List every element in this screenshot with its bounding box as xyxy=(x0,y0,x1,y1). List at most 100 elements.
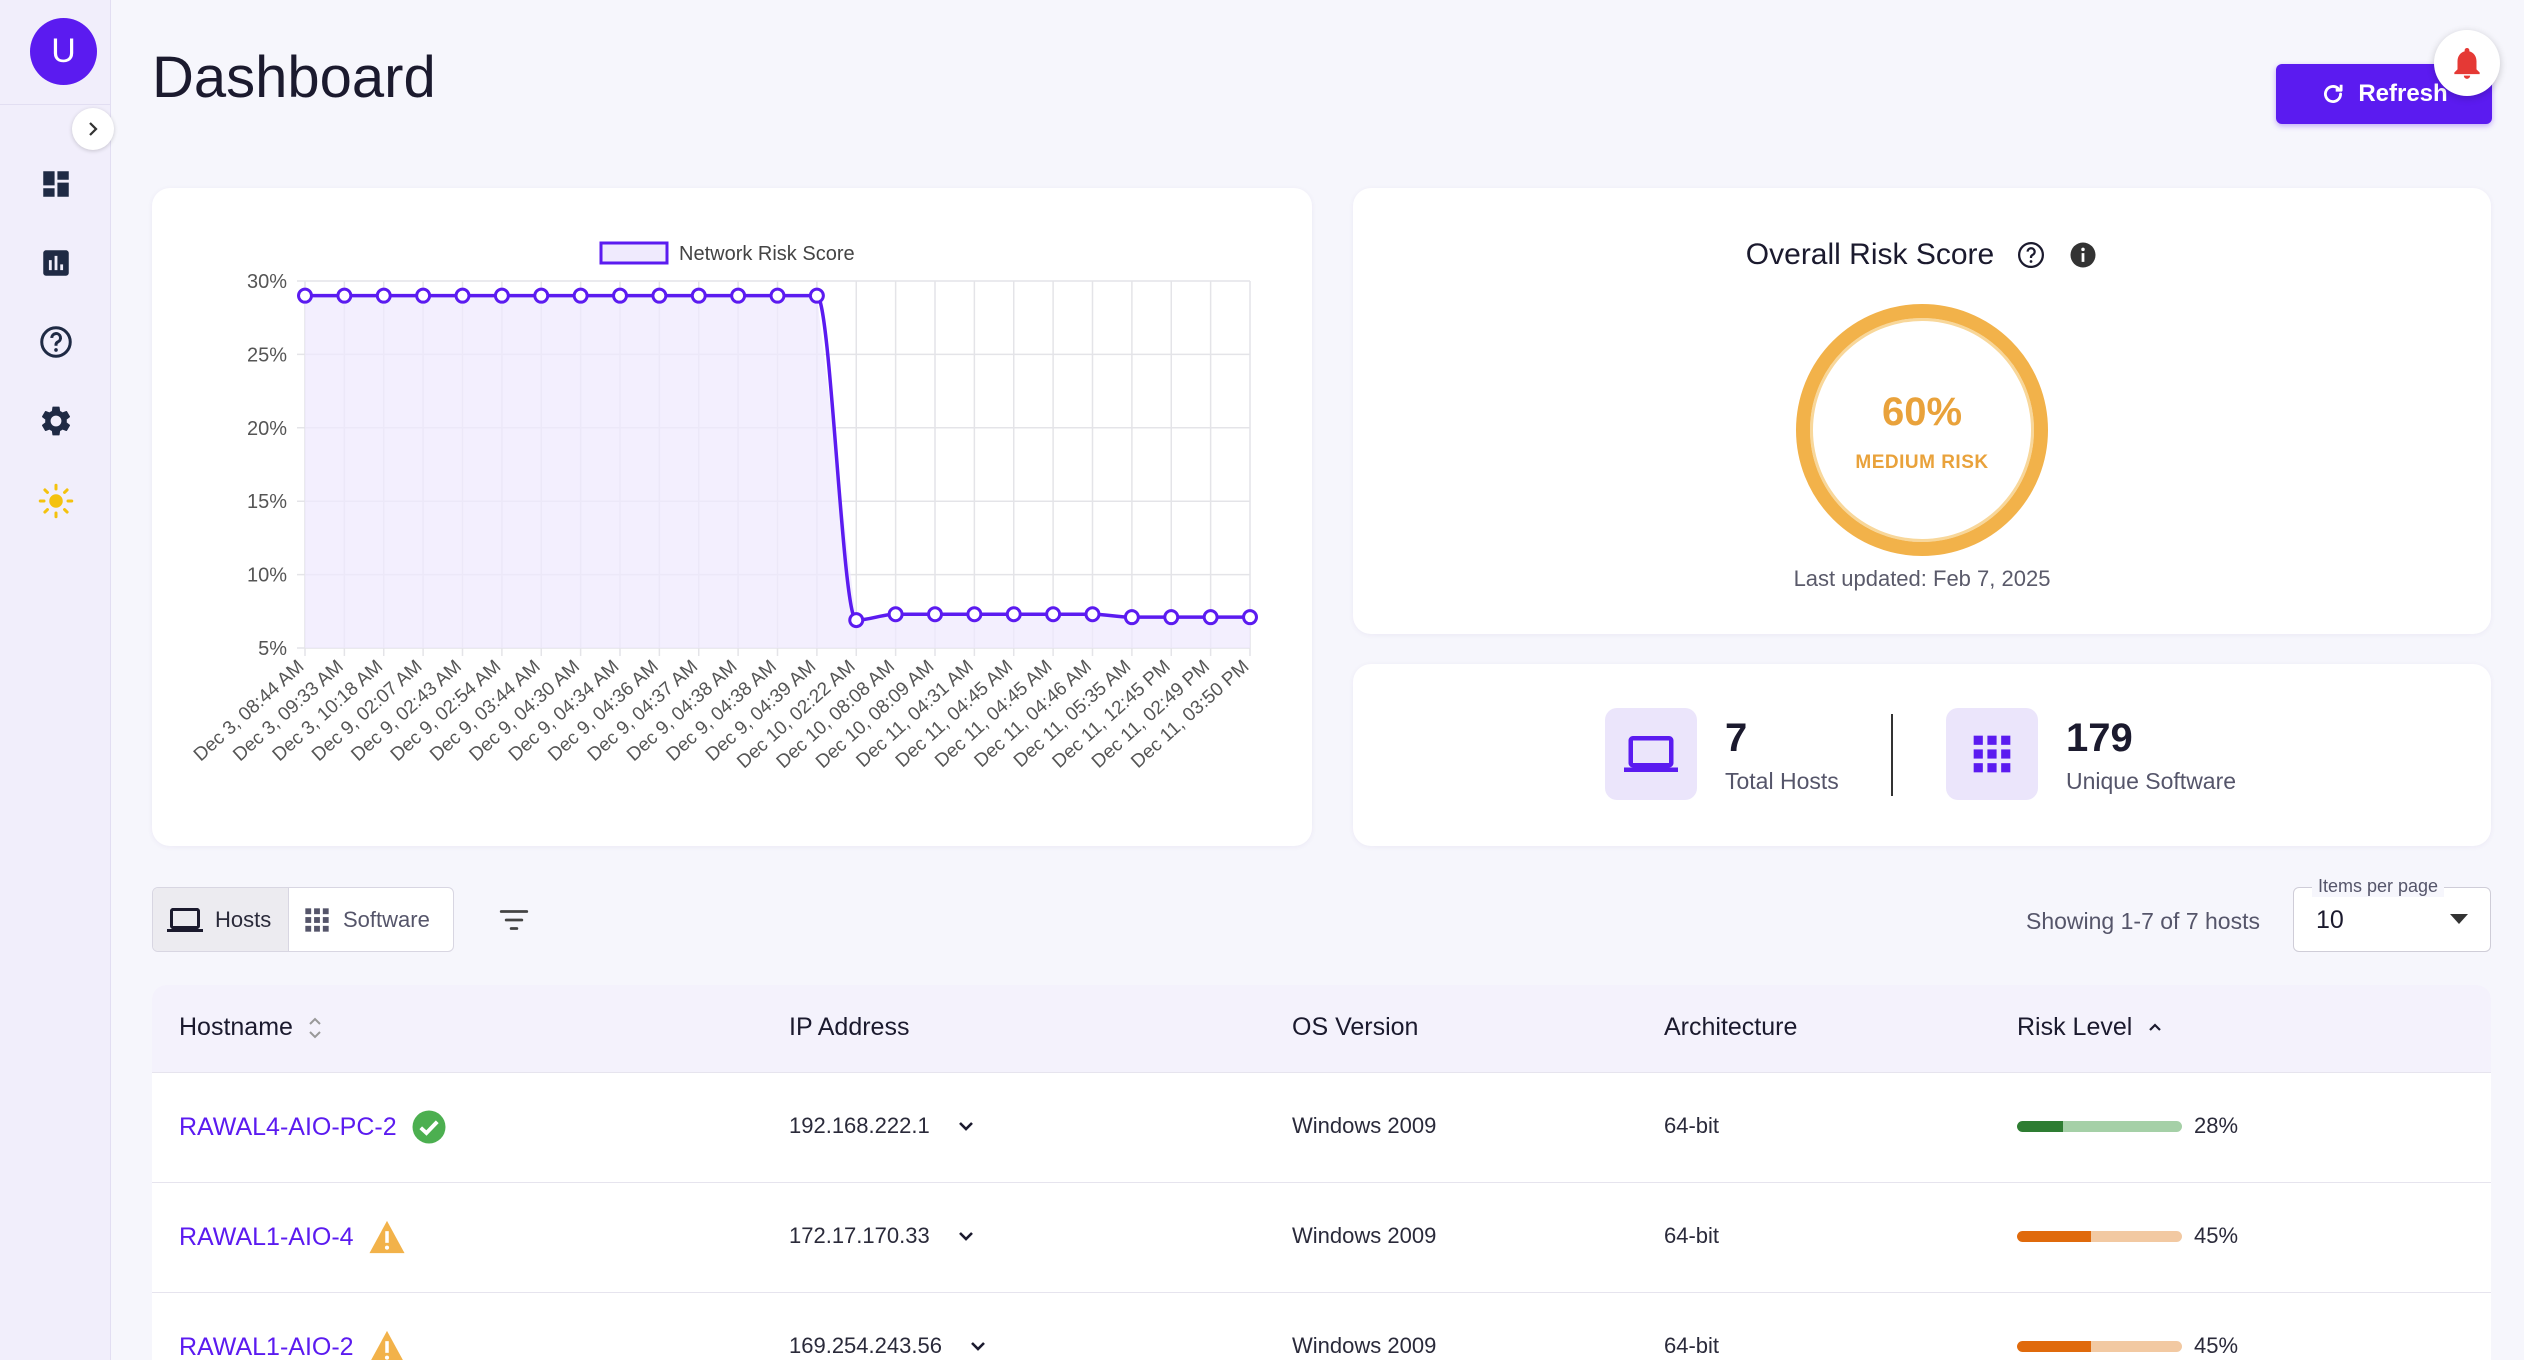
risk-title-row: Overall Risk Score xyxy=(1353,238,2491,272)
series-area xyxy=(305,295,1250,648)
data-point xyxy=(848,612,865,629)
hostname-link[interactable]: RAWAL1-AIO-4 xyxy=(179,1222,354,1251)
hosts-table: Hostname IP Address OS Version Architect… xyxy=(152,985,2491,1360)
chevron-down-icon[interactable] xyxy=(954,1224,978,1248)
software-stat-icon-box xyxy=(1946,708,2038,800)
view-toggle: Hosts Software xyxy=(152,887,454,952)
table-row[interactable]: RAWAL1-AIO-4 172.17.170.33 Windows 2009 64-… xyxy=(152,1183,2491,1293)
bar-chart-icon xyxy=(43,250,69,276)
items-per-page-value: 10 xyxy=(2316,906,2344,934)
avatar[interactable]: U xyxy=(30,18,97,85)
data-point xyxy=(572,287,589,304)
laptop-icon xyxy=(1624,736,1678,772)
items-per-page-select[interactable]: Items per page 10 xyxy=(2293,876,2491,952)
column-os-version[interactable]: OS Version xyxy=(1292,1013,1418,1042)
data-point xyxy=(375,287,392,304)
column-ip-label: IP Address xyxy=(789,1013,910,1041)
data-point xyxy=(1202,609,1219,626)
y-tick-label: 20% xyxy=(247,418,287,440)
dashboard-icon xyxy=(43,171,69,197)
refresh-icon xyxy=(2324,84,2343,103)
risk-percent: 45% xyxy=(2194,1333,2239,1358)
refresh-label: Refresh xyxy=(2358,80,2448,107)
risk-bar xyxy=(2017,1340,2182,1352)
pagination-summary: Showing 1-7 of 7 hosts xyxy=(2026,908,2260,934)
warning-icon xyxy=(369,1220,405,1254)
gear-icon xyxy=(41,406,71,436)
data-point xyxy=(1045,606,1062,623)
y-tick-label: 10% xyxy=(247,565,287,587)
risk-bar xyxy=(2017,1230,2182,1242)
table-row[interactable]: RAWAL4-AIO-PC-2 192.168.222.1 Windows 2009… xyxy=(152,1073,2491,1183)
help-icon[interactable] xyxy=(2016,240,2046,270)
tab-hosts[interactable]: Hosts xyxy=(153,888,289,951)
ip-cell: 192.168.222.1 xyxy=(789,1113,978,1139)
network-risk-chart-card: 30% 25% 20% 15% 10% 5% Dec 3, 08:44 AM Dec 3, 0… xyxy=(152,188,1312,846)
data-point xyxy=(730,287,747,304)
unique-software-label: Unique Software xyxy=(2066,768,2237,794)
sidebar-expand-button[interactable] xyxy=(72,108,114,150)
help-icon xyxy=(40,326,72,358)
hosts-stat-icon-box xyxy=(1605,708,1697,800)
risk-title: Overall Risk Score xyxy=(1745,238,1995,271)
ip-cell: 169.254.243.56 xyxy=(789,1333,990,1359)
risk-level-cell: 45% xyxy=(2017,1333,2238,1359)
data-point xyxy=(493,287,510,304)
hostname-link[interactable]: RAWAL4-AIO-PC-2 xyxy=(179,1112,397,1141)
risk-bar-fill xyxy=(2017,1340,2092,1352)
theme-toggle[interactable] xyxy=(38,483,74,519)
items-per-page-label: Items per page xyxy=(2312,876,2445,897)
overall-risk-card: Overall Risk Score 60% MEDIUM RISK Last … xyxy=(1353,188,2491,634)
tab-software-label: Software xyxy=(343,906,430,932)
risk-level-label: MEDIUM RISK xyxy=(1855,452,1989,473)
sidebar-item-settings[interactable] xyxy=(38,403,74,439)
table-row[interactable]: RAWAL1-AIO-2 169.254.243.56 Windows 2009 64… xyxy=(152,1293,2491,1360)
avatar-initial: U xyxy=(51,32,76,70)
column-architecture[interactable]: Architecture xyxy=(1664,1013,1797,1042)
column-hostname-label: Hostname xyxy=(179,1013,293,1041)
sun-icon xyxy=(38,483,74,519)
risk-gauge: 60% MEDIUM RISK xyxy=(1796,304,2048,556)
notifications-button[interactable] xyxy=(2434,30,2500,96)
stats-divider xyxy=(1891,714,1893,796)
os-version: Windows 2009 xyxy=(1292,1223,1437,1248)
column-risk-level[interactable]: Risk Level xyxy=(2017,1013,2164,1042)
column-ip-address[interactable]: IP Address xyxy=(789,1013,909,1042)
tab-software[interactable]: Software xyxy=(289,888,444,951)
data-point xyxy=(1084,606,1101,623)
column-risk-label: Risk Level xyxy=(2017,1013,2133,1041)
data-point xyxy=(769,287,786,304)
risk-bar xyxy=(2017,1120,2182,1132)
filter-button[interactable] xyxy=(492,900,536,940)
data-point xyxy=(927,606,943,623)
stats-card: 7 Total Hosts 179 Unique Software xyxy=(1353,664,2491,846)
column-os-label: OS Version xyxy=(1292,1013,1419,1041)
check-circle-icon xyxy=(412,1110,446,1144)
ip-address: 169.254.243.56 xyxy=(789,1333,942,1358)
os-version: Windows 2009 xyxy=(1292,1113,1437,1138)
risk-score-value: 60% xyxy=(1881,390,1963,434)
tab-hosts-label: Hosts xyxy=(215,906,272,932)
y-tick-label: 30% xyxy=(247,271,287,293)
total-hosts-label: Total Hosts xyxy=(1725,768,1839,794)
data-point xyxy=(415,287,432,304)
legend-swatch xyxy=(599,241,669,265)
page-title: Dashboard xyxy=(152,45,436,110)
hostname-link[interactable]: RAWAL1-AIO-2 xyxy=(179,1332,354,1360)
sidebar-item-help[interactable] xyxy=(38,324,74,360)
data-point xyxy=(966,606,983,623)
architecture: 64-bit xyxy=(1664,1333,1720,1358)
os-version: Windows 2009 xyxy=(1292,1333,1437,1358)
legend-label: Network Risk Score xyxy=(679,243,855,265)
sidebar-item-reports[interactable] xyxy=(38,245,74,281)
info-icon[interactable] xyxy=(2068,240,2098,270)
apps-grid-icon xyxy=(305,907,329,932)
sidebar-item-dashboard[interactable] xyxy=(38,166,74,202)
chevron-down-icon[interactable] xyxy=(966,1334,990,1358)
risk-percent: 45% xyxy=(2194,1223,2239,1248)
data-point xyxy=(808,287,825,304)
chevron-down-icon[interactable] xyxy=(954,1114,978,1138)
architecture: 64-bit xyxy=(1664,1113,1720,1138)
caret-down-icon xyxy=(2450,914,2468,924)
column-hostname[interactable]: Hostname xyxy=(179,1013,323,1042)
